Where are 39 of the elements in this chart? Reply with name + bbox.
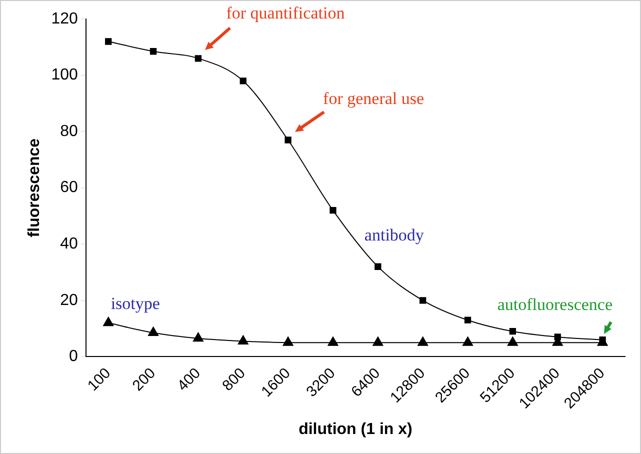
- point: [328, 336, 338, 346]
- point: [330, 207, 336, 214]
- point: [507, 336, 518, 346]
- y-tick-label: 120: [51, 10, 78, 28]
- point: [238, 335, 248, 344]
- x-tick-label: 400: [174, 364, 204, 394]
- y-tick-label: 80: [60, 122, 78, 140]
- point: [464, 316, 472, 324]
- point: [284, 136, 292, 144]
- point: [282, 336, 294, 346]
- y-tick-label: 60: [60, 179, 78, 196]
- point: [240, 78, 246, 84]
- point: [420, 297, 426, 304]
- point: [418, 336, 428, 346]
- point: [148, 326, 159, 336]
- x-tick-label: 200: [129, 364, 160, 394]
- annotation: for quantification: [226, 3, 346, 22]
- annotation: autofluorescence: [497, 294, 613, 314]
- point: [554, 334, 561, 340]
- y-tick-label: 40: [60, 236, 78, 253]
- point: [194, 55, 202, 62]
- point: [462, 336, 474, 346]
- point: [103, 316, 114, 326]
- annotation: for general use: [323, 89, 424, 108]
- series-label: antibody: [364, 225, 424, 244]
- series-label: isotype: [110, 294, 160, 313]
- x-tick-label: 100: [84, 364, 114, 394]
- point: [192, 332, 204, 342]
- y-tick-label: 100: [51, 66, 78, 84]
- point: [372, 336, 384, 346]
- point: [150, 48, 157, 55]
- y-tick-label: 0: [68, 348, 78, 366]
- y-tick-label: 20: [60, 292, 78, 309]
- x-axis-title: dilution (1 in x): [298, 420, 412, 438]
- point: [509, 328, 516, 335]
- point: [105, 38, 112, 45]
- x-tick-label: 800: [219, 364, 249, 394]
- point: [374, 263, 382, 270]
- y-axis-title: fluorescence: [26, 138, 44, 238]
